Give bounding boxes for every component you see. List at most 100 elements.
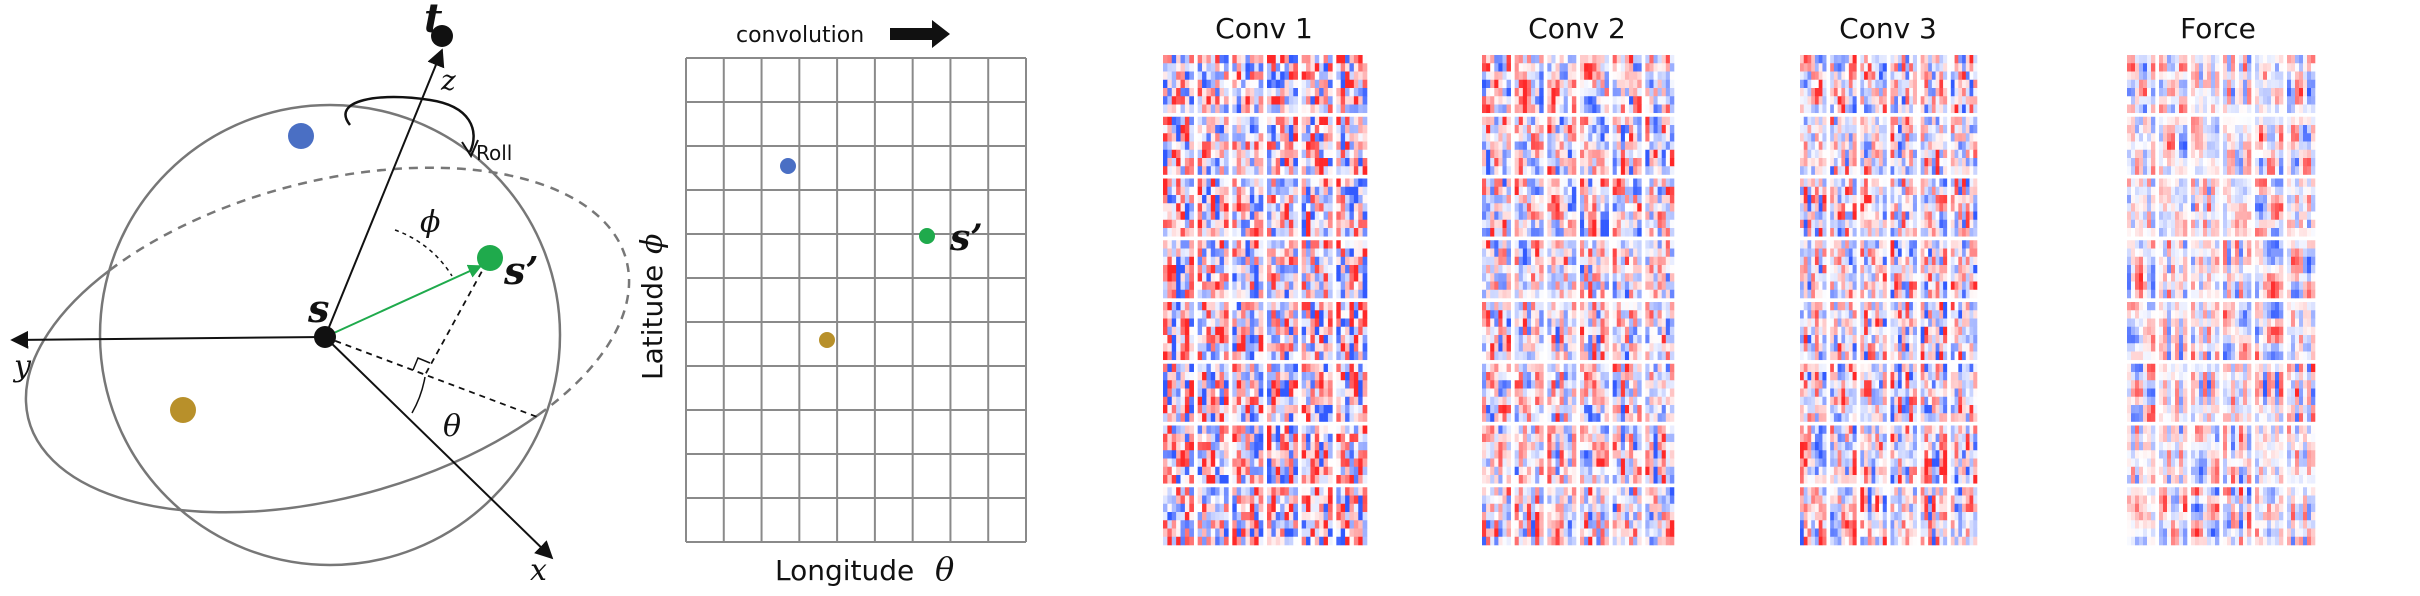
filter-pixel xyxy=(1241,203,1246,212)
filter-pixel xyxy=(1563,273,1569,282)
filter-pixel xyxy=(1841,96,1846,105)
filter-pixel xyxy=(1502,71,1507,81)
filter-pixel xyxy=(1306,487,1311,496)
filter-pixel xyxy=(1340,88,1346,97)
filter-pixel xyxy=(1345,302,1350,311)
filter-pixel xyxy=(1314,302,1320,311)
filter-pixel xyxy=(1486,363,1491,373)
filter-pixel xyxy=(1236,351,1242,361)
filter-pixel xyxy=(1232,536,1238,546)
filter-pixel xyxy=(1645,265,1650,274)
filter-pixel xyxy=(1588,211,1593,221)
filter-pixel xyxy=(1633,536,1638,546)
filter-pixel xyxy=(1633,273,1638,282)
filter-pixel xyxy=(1336,495,1342,505)
filter-pixel xyxy=(1837,63,1842,72)
filter-pixel xyxy=(1848,63,1853,72)
filter-pixel xyxy=(1522,413,1528,422)
filter-pixel xyxy=(1633,351,1638,361)
filter-pixel xyxy=(1633,281,1638,291)
filter-pixel xyxy=(1514,273,1520,282)
filter-pixel xyxy=(1526,466,1532,476)
filter-pixel xyxy=(1267,88,1272,97)
filter-pixel xyxy=(1254,149,1259,159)
filter-pixel xyxy=(1514,71,1520,81)
filter-pixel xyxy=(1163,265,1168,274)
filter-pixel xyxy=(1567,133,1573,142)
filter-pixel xyxy=(1215,265,1220,274)
filter-pixel xyxy=(1624,425,1630,435)
filter-pixel xyxy=(1249,228,1255,237)
filter-pixel xyxy=(1202,318,1207,328)
filter-pixel xyxy=(1219,149,1225,159)
filter-pixel xyxy=(1612,351,1618,361)
filter-pixel xyxy=(1535,351,1540,361)
filter-pixel xyxy=(1535,273,1540,282)
filter-pixel xyxy=(1254,318,1259,328)
filter-pixel xyxy=(1633,475,1638,484)
filter-pixel xyxy=(1284,396,1290,406)
filter-pixel xyxy=(1531,141,1536,151)
filter-pixel xyxy=(1645,133,1650,142)
panel-title-conv1: Conv 1 xyxy=(1215,12,1313,45)
filter-pixel xyxy=(1336,310,1342,319)
filter-pixel xyxy=(1215,318,1220,328)
filter-pixel xyxy=(1267,228,1272,237)
filter-pixel xyxy=(1163,310,1168,319)
filter-pixel xyxy=(1171,487,1177,496)
filter-pixel xyxy=(1649,265,1654,274)
filter-pixel xyxy=(1171,528,1177,538)
filter-pixel xyxy=(1547,256,1552,266)
filter-pixel xyxy=(1657,104,1663,114)
filter-pixel xyxy=(1258,458,1264,468)
filter-pixel xyxy=(1592,495,1597,505)
filter-pixel xyxy=(1314,495,1320,505)
filter-pixel xyxy=(1486,458,1491,468)
filter-pixel xyxy=(1661,388,1667,398)
filter-pixel xyxy=(1358,302,1363,311)
filter-pixel xyxy=(1293,433,1298,443)
filter-pixel xyxy=(1327,248,1333,258)
filter-pixel xyxy=(1163,203,1168,212)
filter-pixel xyxy=(1494,228,1499,237)
filter-pixel xyxy=(1616,396,1622,406)
filter-pixel xyxy=(1547,195,1552,204)
filter-pixel xyxy=(1616,228,1622,237)
filter-pixel xyxy=(1620,335,1626,344)
filter-pixel xyxy=(1245,380,1251,389)
filter-pixel xyxy=(1506,450,1511,459)
filter-pixel xyxy=(1559,466,1565,476)
filter-pixel xyxy=(1215,310,1220,319)
filter-pixel xyxy=(1620,88,1626,97)
filter-pixel xyxy=(1665,302,1671,311)
filter-pixel xyxy=(1353,88,1359,97)
filter-pixel xyxy=(1657,219,1663,229)
filter-pixel xyxy=(1539,372,1544,381)
filter-thumbnail xyxy=(1197,302,1229,361)
filter-pixel xyxy=(1629,63,1634,72)
filter-pixel xyxy=(1620,265,1626,274)
point-s xyxy=(314,326,336,348)
filter-pixel xyxy=(1306,372,1311,381)
filter-pixel xyxy=(1571,158,1577,167)
filter-pixel xyxy=(1494,96,1499,105)
filter-pixel xyxy=(1249,318,1255,328)
filter-pixel xyxy=(1314,475,1320,484)
filter-pixel xyxy=(1588,96,1593,105)
filter-pixel xyxy=(1669,149,1675,159)
filter-pixel xyxy=(1592,413,1597,422)
filter-pixel xyxy=(1353,512,1359,521)
filter-pixel xyxy=(1531,343,1536,352)
filter-pixel xyxy=(1584,88,1589,97)
filter-pixel xyxy=(1633,528,1638,538)
filter-pixel xyxy=(1293,363,1298,373)
filter-pixel xyxy=(1629,55,1634,64)
filter-pixel xyxy=(1526,512,1532,521)
filter-pixel xyxy=(1345,186,1350,196)
filter-pixel xyxy=(1340,405,1346,414)
filter-pixel xyxy=(1189,63,1194,72)
filter-pixel xyxy=(1620,326,1626,336)
filter-pixel xyxy=(1875,71,1880,81)
filter-pixel xyxy=(1522,351,1528,361)
filter-pixel xyxy=(1616,240,1622,249)
